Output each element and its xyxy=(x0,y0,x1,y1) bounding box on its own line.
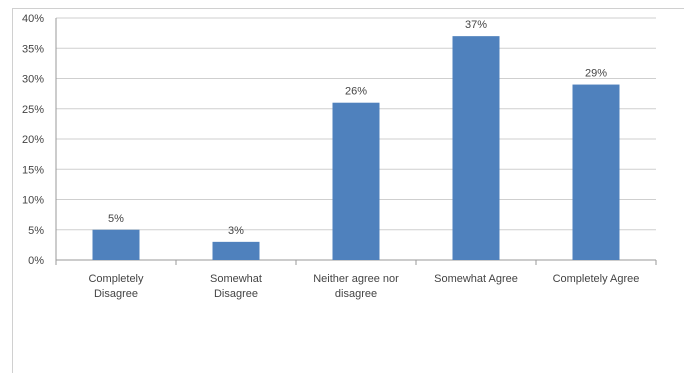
bar xyxy=(332,102,380,260)
x-category-label-line: Completely xyxy=(88,273,144,285)
x-category-label-line: disagree xyxy=(335,288,377,300)
y-tick-label: 25% xyxy=(22,104,44,116)
bar xyxy=(212,241,260,260)
data-label: 3% xyxy=(228,225,244,237)
y-tick-label: 40% xyxy=(22,13,44,25)
data-label: 26% xyxy=(345,86,367,98)
y-tick-label: 20% xyxy=(22,134,44,146)
x-category-label: Completely Disagree xyxy=(88,273,144,300)
x-category-label-line: Somewhat xyxy=(210,273,262,285)
y-tick-label: 5% xyxy=(28,225,44,237)
x-category-label: Neither agree nor disagree xyxy=(313,273,399,300)
x-category-label: Completely Agree xyxy=(553,273,640,285)
x-category-label-line: Completely Agree xyxy=(553,273,640,285)
y-tick-label: 35% xyxy=(22,43,44,55)
bar xyxy=(572,84,620,260)
bar xyxy=(92,229,140,260)
y-tick-label: 15% xyxy=(22,164,44,176)
data-label: 5% xyxy=(108,213,124,225)
y-tick-label: 0% xyxy=(28,255,44,267)
y-tick-label: 30% xyxy=(22,74,44,86)
x-category-label-line: Somewhat Agree xyxy=(434,273,518,285)
x-category-label-line: Neither agree nor xyxy=(313,273,399,285)
bar xyxy=(452,36,500,261)
chart-frame xyxy=(12,8,684,373)
data-label: 29% xyxy=(585,68,607,80)
y-tick-label: 10% xyxy=(22,195,44,207)
x-category-label: Somewhat Disagree xyxy=(210,273,262,300)
x-category-label: Somewhat Agree xyxy=(434,273,518,285)
x-category-label-line: Disagree xyxy=(94,288,138,300)
x-category-label-line: Disagree xyxy=(214,288,258,300)
data-label: 37% xyxy=(465,19,487,31)
